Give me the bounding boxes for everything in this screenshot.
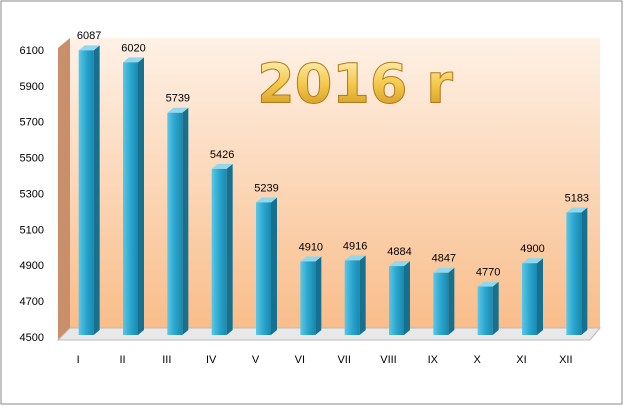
bar-side — [271, 197, 277, 335]
bar — [300, 261, 316, 335]
bar-side — [138, 57, 144, 335]
bar-top — [211, 163, 233, 169]
value-label: 4916 — [343, 240, 367, 252]
side-wall — [58, 38, 70, 340]
x-tick-label: I — [77, 354, 80, 366]
bar-top — [78, 45, 100, 51]
bar — [433, 272, 449, 335]
bar-top — [123, 57, 144, 63]
value-label: 5739 — [166, 93, 190, 105]
x-tick-label: X — [473, 354, 481, 366]
bar-top — [477, 281, 499, 287]
value-label: 5239 — [254, 182, 278, 194]
value-label: 4770 — [476, 266, 500, 278]
x-tick-label: II — [119, 354, 125, 366]
bar — [522, 263, 537, 335]
bar-top — [344, 255, 366, 261]
bar — [344, 260, 360, 335]
x-tick-label: VIII — [380, 354, 397, 366]
x-tick-label: IV — [206, 354, 217, 366]
bar — [477, 286, 493, 335]
value-label: 6020 — [121, 42, 145, 54]
bar-side — [404, 261, 410, 335]
value-label: 4910 — [299, 241, 323, 253]
value-label: 4884 — [387, 246, 411, 258]
bar-side — [359, 255, 366, 335]
value-label: 5183 — [565, 192, 589, 204]
bar — [78, 50, 94, 335]
bar — [566, 212, 582, 335]
bar-side — [93, 45, 100, 335]
bar-top — [522, 258, 543, 264]
y-tick-label: 6100 — [20, 45, 44, 57]
x-tick-label: IX — [428, 354, 439, 366]
y-tick-label: 4700 — [20, 296, 44, 308]
value-label: 4847 — [432, 253, 456, 265]
y-tick-label: 5300 — [20, 188, 44, 200]
bar — [211, 168, 227, 335]
y-tick-label: 5100 — [20, 224, 44, 236]
bar-side — [448, 267, 455, 335]
y-tick-label: 4900 — [20, 260, 44, 272]
value-label: 5426 — [210, 149, 234, 161]
bar — [123, 62, 138, 335]
bar — [256, 202, 271, 335]
bar-side — [226, 163, 233, 335]
x-tick-label: III — [162, 354, 171, 366]
chart-title: 2016 r — [257, 53, 453, 116]
bar — [389, 266, 404, 335]
bar-side — [315, 256, 322, 335]
bar-side — [537, 258, 543, 335]
bar-top — [389, 261, 410, 267]
bar-top — [300, 256, 322, 262]
bar-side — [581, 207, 588, 335]
x-tick-label: VII — [337, 354, 350, 366]
x-tick-label: VI — [295, 354, 305, 366]
bar-top — [167, 107, 189, 113]
y-tick-label: 5700 — [20, 117, 44, 129]
bar-side — [492, 281, 499, 335]
back-wall — [70, 38, 600, 328]
x-tick-label: V — [252, 354, 260, 366]
value-label: 6087 — [77, 30, 101, 42]
y-tick-label: 5500 — [20, 153, 44, 165]
y-tick-label: 4500 — [20, 332, 44, 344]
y-tick-label: 5900 — [20, 81, 44, 93]
x-tick-label: XI — [516, 354, 526, 366]
value-label: 4900 — [520, 243, 544, 255]
bar-top — [256, 197, 277, 203]
x-tick-label: XII — [559, 354, 572, 366]
bar-side — [182, 107, 189, 336]
bar-top — [566, 207, 588, 213]
floor — [56, 327, 602, 341]
bar — [167, 112, 183, 336]
bar-top — [433, 267, 455, 273]
